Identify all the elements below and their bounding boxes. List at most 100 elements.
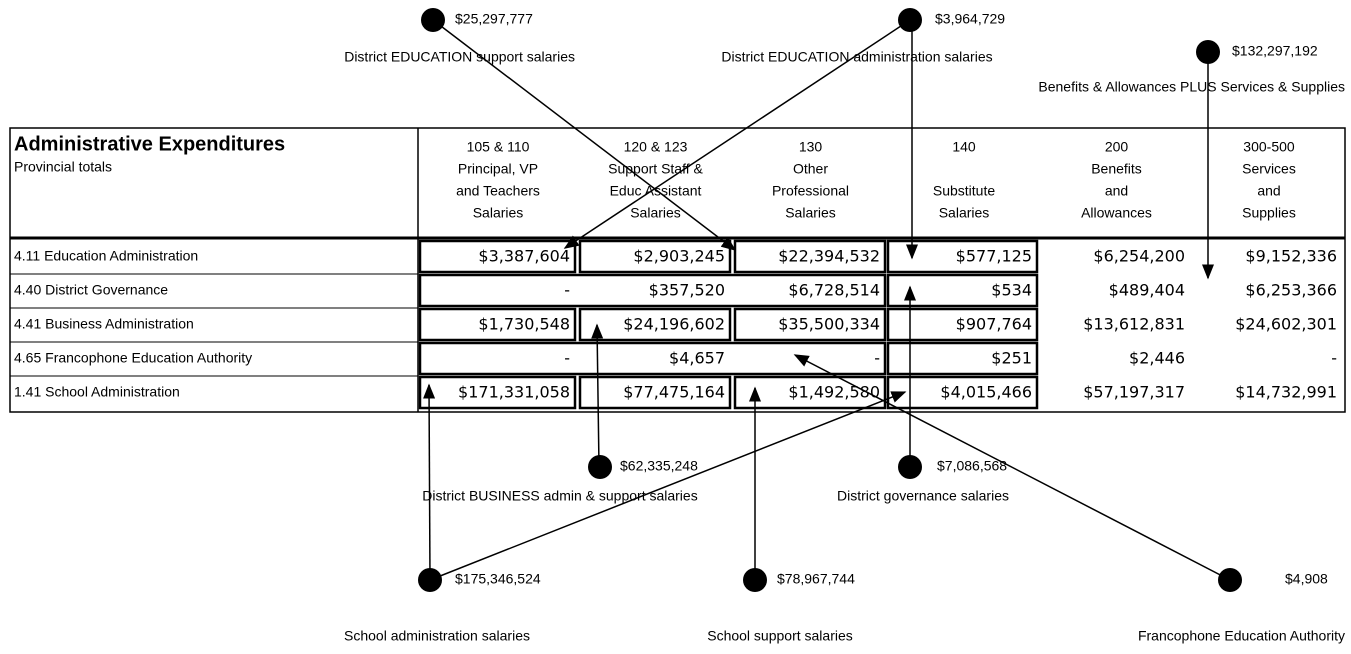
callout-dot: [898, 8, 922, 32]
column-header: Salaries: [630, 205, 681, 221]
cell-value: -: [564, 349, 570, 368]
column-header: 105 & 110: [467, 139, 530, 155]
column-header: Professional: [772, 183, 849, 199]
callout-dot: [1218, 568, 1242, 592]
cell-value: $2,446: [1129, 349, 1185, 368]
cell-value: $489,404: [1109, 281, 1185, 300]
callout-amount: $175,346,524: [455, 571, 541, 587]
cell-value: $1,730,548: [478, 315, 570, 334]
cell-box: [418, 307, 577, 342]
callout-dot: [1196, 40, 1220, 64]
callout-amount: $7,086,568: [937, 458, 1007, 474]
column-header: Services: [1242, 161, 1296, 177]
callout-label: District EDUCATION administration salari…: [721, 49, 992, 65]
callout-label: Francophone Education Authority: [1138, 628, 1345, 644]
row-label: 4.11 Education Administration: [14, 248, 198, 264]
callout-amount: $78,967,744: [777, 571, 855, 587]
table-subtitle: Provincial totals: [14, 159, 112, 175]
column-header: 120 & 123: [624, 139, 688, 155]
column-header: 300-500: [1243, 139, 1295, 155]
column-header: Support Staff &: [608, 161, 703, 177]
cell-value: $357,520: [649, 281, 725, 300]
row-label: 4.65 Francophone Education Authority: [14, 350, 252, 366]
cell-value: $13,612,831: [1083, 315, 1185, 334]
cell-box: [418, 375, 577, 410]
column-header: Substitute: [933, 183, 995, 199]
cell-box: [578, 375, 732, 410]
column-header: Principal, VP: [458, 161, 538, 177]
cell-box: [886, 307, 1039, 342]
callout-amount: $132,297,192: [1232, 43, 1318, 59]
cell-value: $3,387,604: [478, 247, 570, 266]
cell-value: $35,500,334: [778, 315, 880, 334]
cell-box: [886, 341, 1039, 376]
callout-label: District BUSINESS admin & support salari…: [422, 488, 697, 504]
cell-value: -: [874, 349, 880, 368]
column-header: Other: [793, 161, 828, 177]
cell-value: $6,728,514: [788, 281, 880, 300]
cell-box: [733, 239, 887, 274]
cell-value: $22,394,532: [778, 247, 880, 266]
callout-label: District EDUCATION support salaries: [344, 49, 575, 65]
cell-box: [418, 273, 887, 308]
row-label: 4.41 Business Administration: [14, 316, 194, 332]
cell-value: $4,015,466: [940, 383, 1032, 402]
callout-amount: $4,908: [1285, 571, 1328, 587]
cell-value: $14,732,991: [1235, 383, 1337, 402]
row-label: 4.40 District Governance: [14, 282, 168, 298]
column-header: and Teachers: [456, 183, 540, 199]
column-header: Salaries: [939, 205, 990, 221]
cell-box: [886, 239, 1039, 274]
cell-value: $24,196,602: [623, 315, 725, 334]
cell-box: [578, 239, 732, 274]
column-header: Supplies: [1242, 205, 1296, 221]
column-header: Salaries: [473, 205, 524, 221]
table-border: [9, 127, 1346, 413]
cell-value: $24,602,301: [1235, 315, 1337, 334]
row-label: 1.41 School Administration: [14, 384, 180, 400]
callout-amount: $62,335,248: [620, 458, 698, 474]
column-header: Benefits: [1091, 161, 1142, 177]
cell-value: -: [1331, 349, 1337, 368]
column-header: Educ Assistant: [610, 183, 702, 199]
column-header: Salaries: [785, 205, 836, 221]
callout-label: Benefits & Allowances PLUS Services & Su…: [1038, 79, 1345, 95]
cell-box: [733, 375, 887, 410]
cell-box: [733, 307, 887, 342]
cell-value: $57,197,317: [1083, 383, 1185, 402]
cell-box: [578, 307, 732, 342]
cell-value: $4,657: [669, 349, 725, 368]
column-header: Allowances: [1081, 205, 1152, 221]
cell-value: $907,764: [956, 315, 1032, 334]
table-title: Administrative Expenditures: [14, 133, 285, 155]
cell-value: -: [564, 281, 570, 300]
callout-dot: [898, 455, 922, 479]
callout-dot: [588, 455, 612, 479]
cell-box: [418, 239, 577, 274]
cell-value: $534: [991, 281, 1032, 300]
cell-value: $9,152,336: [1245, 247, 1337, 266]
callout-label: School support salaries: [707, 628, 853, 644]
cell-box: [886, 273, 1039, 308]
cell-value: $577,125: [956, 247, 1032, 266]
column-header: 200: [1105, 139, 1129, 155]
column-header: 140: [952, 139, 976, 155]
callout-dot: [418, 568, 442, 592]
cell-value: $6,254,200: [1093, 247, 1185, 266]
callout-dot: [743, 568, 767, 592]
cell-value: $6,253,366: [1245, 281, 1337, 300]
cell-value: $251: [991, 349, 1032, 368]
cell-value: $77,475,164: [623, 383, 725, 402]
cell-box: [418, 341, 887, 376]
column-header: 130: [799, 139, 823, 155]
cell-value: $2,903,245: [633, 247, 725, 266]
callout-dot: [421, 8, 445, 32]
callout-label: District governance salaries: [837, 488, 1009, 504]
callout-amount: $3,964,729: [935, 11, 1005, 27]
cell-value: $1,492,580: [788, 383, 880, 402]
cell-box: [886, 375, 1039, 410]
column-header: and: [1257, 183, 1280, 199]
callout-amount: $25,297,777: [455, 11, 533, 27]
column-header: and: [1105, 183, 1128, 199]
